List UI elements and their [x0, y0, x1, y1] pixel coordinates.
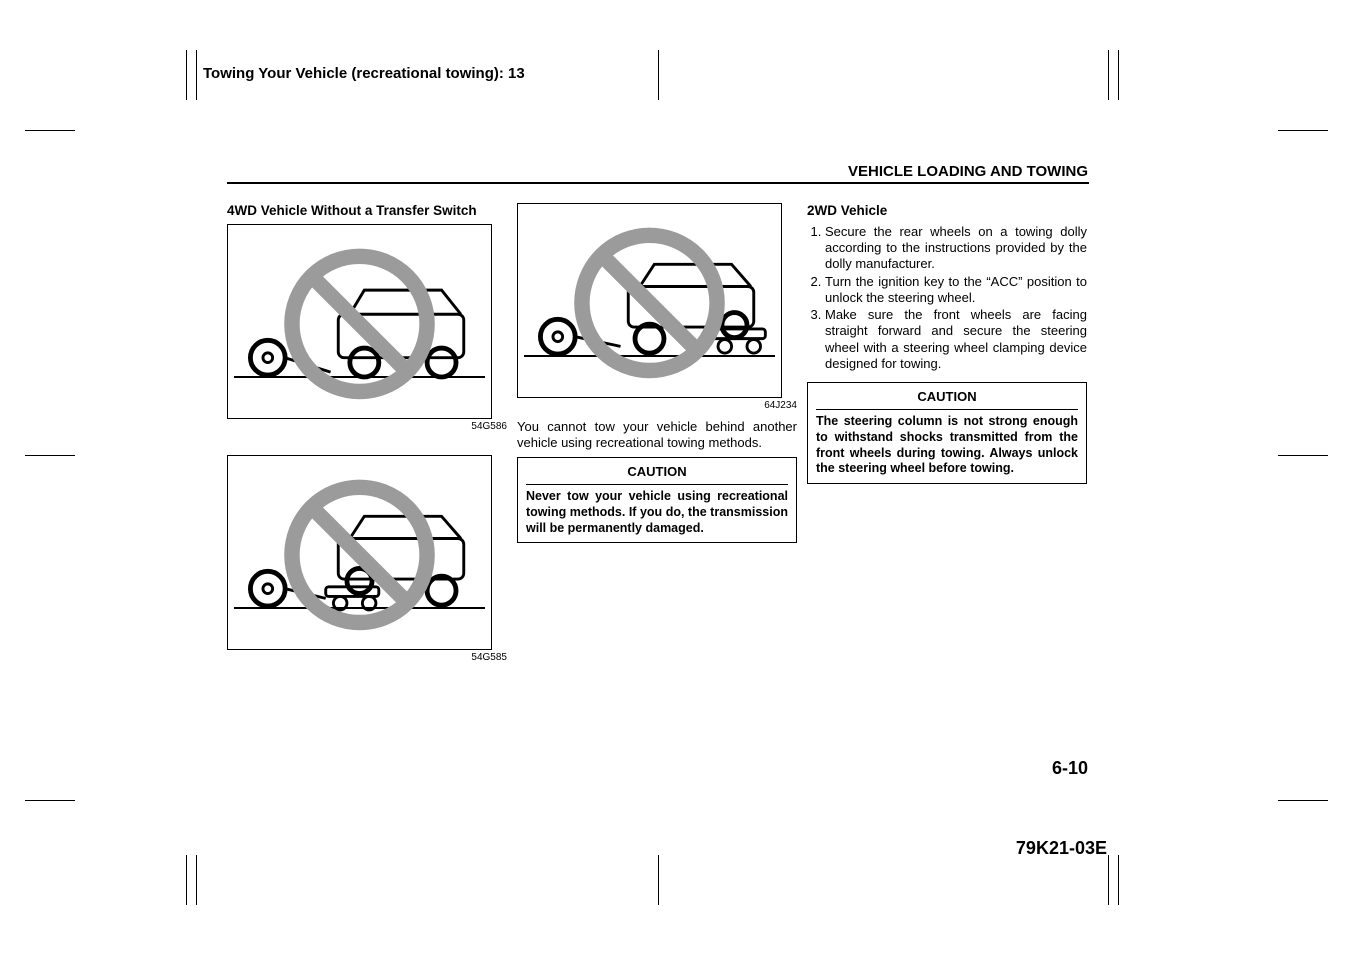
column-1: 4WD Vehicle Without a Transfer Switch 54…	[227, 203, 507, 671]
vehicle-diagram-icon	[234, 231, 485, 412]
instruction-step: Make sure the front wheels are facing st…	[825, 307, 1087, 372]
col3-heading: 2WD Vehicle	[807, 203, 1087, 220]
figure-4wd-flat-tow-prohibited	[227, 224, 492, 419]
instruction-step: Secure the rear wheels on a towing dolly…	[825, 224, 1087, 273]
column-2: 64J234 You cannot tow your vehicle behin…	[517, 203, 797, 543]
caution-body: The steering column is not strong enough…	[816, 414, 1078, 477]
caution-body: Never tow your vehicle using recreationa…	[526, 489, 788, 536]
col2-body-text: You cannot tow your vehicle behind anoth…	[517, 419, 797, 452]
caution-box-transmission: CAUTION Never tow your vehicle using rec…	[517, 457, 797, 543]
column-3: 2WD Vehicle Secure the rear wheels on a …	[807, 203, 1087, 484]
document-id: 79K21-03E	[1016, 838, 1107, 859]
section-title-rule	[227, 182, 1089, 184]
section-title: VEHICLE LOADING AND TOWING	[848, 163, 1088, 180]
figure-caption-2: 54G585	[227, 652, 507, 665]
vehicle-diagram-icon	[234, 462, 485, 643]
col1-heading: 4WD Vehicle Without a Transfer Switch	[227, 203, 507, 220]
figure-caption-3: 64J234	[517, 400, 797, 413]
caution-title: CAUTION	[816, 389, 1078, 410]
instruction-list: Secure the rear wheels on a towing dolly…	[807, 224, 1087, 372]
figure-caption-1: 54G586	[227, 421, 507, 434]
caution-box-steering: CAUTION The steering column is not stron…	[807, 382, 1087, 484]
running-header: Towing Your Vehicle (recreational towing…	[203, 65, 525, 82]
figure-4wd-dolly-front-prohibited	[227, 455, 492, 650]
instruction-step: Turn the ignition key to the “ACC” posit…	[825, 274, 1087, 307]
vehicle-diagram-icon	[524, 210, 775, 391]
figure-4wd-dolly-rear-prohibited	[517, 203, 782, 398]
page-number: 6-10	[1052, 758, 1088, 779]
caution-title: CAUTION	[526, 464, 788, 485]
